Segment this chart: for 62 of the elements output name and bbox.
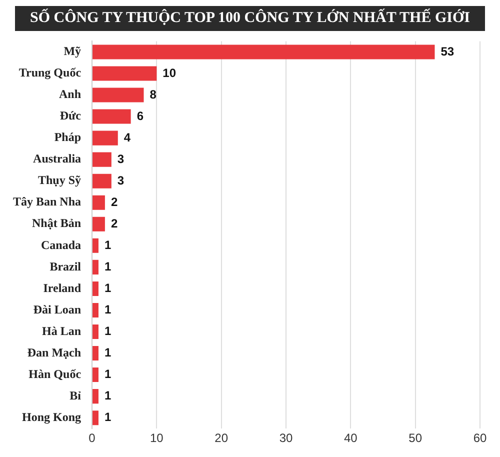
- data-label: 3: [117, 152, 124, 166]
- bar: [92, 260, 98, 274]
- data-label: 1: [104, 410, 112, 424]
- x-tick-label: 40: [344, 431, 358, 446]
- bar: [92, 44, 435, 60]
- data-label: 1: [104, 302, 112, 317]
- bar: [92, 410, 98, 426]
- data-label: 4: [124, 130, 131, 144]
- y-tick-label: Tây Ban Nha: [12, 194, 82, 209]
- bar: [92, 66, 157, 81]
- x-tick-label: 60: [473, 431, 487, 446]
- data-label: 10: [162, 66, 176, 80]
- bar: [92, 281, 98, 296]
- y-tick-label: Đức: [60, 108, 82, 123]
- data-label: 1: [104, 238, 112, 252]
- data-label: 6: [136, 108, 144, 123]
- data-label: 3: [117, 173, 124, 188]
- bar: [92, 302, 98, 318]
- data-label: 1: [104, 346, 112, 360]
- x-tick-label: 30: [279, 431, 294, 446]
- y-tick-label: Bỉ: [70, 388, 82, 402]
- x-tick-label: 50: [408, 431, 422, 446]
- bar: [92, 130, 118, 146]
- y-tick-label: Australia: [33, 152, 82, 166]
- y-tick-label: Trung Quốc: [18, 66, 82, 80]
- data-label: 8: [150, 87, 157, 102]
- y-tick-label: Anh: [59, 87, 82, 102]
- chart-title: SỐ CÔNG TY THUỘC TOP 100 CÔNG TY LỚN NHẤT THẾ GIỚI: [15, 6, 485, 31]
- bar: [92, 152, 112, 167]
- bar: [92, 174, 112, 188]
- data-label: 1: [104, 259, 112, 274]
- data-label: 2: [110, 216, 118, 230]
- bar: [92, 238, 98, 253]
- bar: [92, 368, 98, 382]
- data-label: 53: [440, 44, 454, 58]
- x-tick-label: 10: [150, 431, 164, 446]
- y-tick-label: Đài Loan: [33, 302, 82, 316]
- y-tick-label: Canada: [41, 238, 82, 252]
- y-tick-label: Đan Mạch: [27, 345, 82, 360]
- x-tick-label: 0: [88, 431, 96, 446]
- y-tick-label: Hong Kong: [22, 410, 82, 424]
- bar: [92, 216, 105, 232]
- y-tick-label: Mỹ: [64, 44, 82, 58]
- data-label: 1: [104, 388, 112, 403]
- y-tick-label: Ireland: [43, 280, 82, 295]
- y-tick-label: Pháp: [54, 130, 82, 144]
- bar: [92, 195, 105, 210]
- y-tick-label: Brazil: [50, 259, 82, 274]
- y-tick-label: Hà Lan: [42, 324, 82, 338]
- data-label: 1: [104, 367, 112, 382]
- x-tick-label: 20: [214, 431, 228, 446]
- data-label: 2: [110, 194, 118, 209]
- bar: [92, 389, 98, 404]
- y-tick-label: Nhật Bản: [32, 216, 82, 230]
- bar: [92, 88, 144, 102]
- bar: [92, 324, 98, 340]
- bar: [92, 109, 131, 124]
- y-tick-label: Hàn Quốc: [28, 366, 82, 381]
- y-tick-label: Thụy Sỹ: [38, 173, 82, 188]
- data-label: 1: [104, 324, 112, 338]
- bar: [92, 346, 98, 361]
- data-label: 1: [104, 281, 112, 296]
